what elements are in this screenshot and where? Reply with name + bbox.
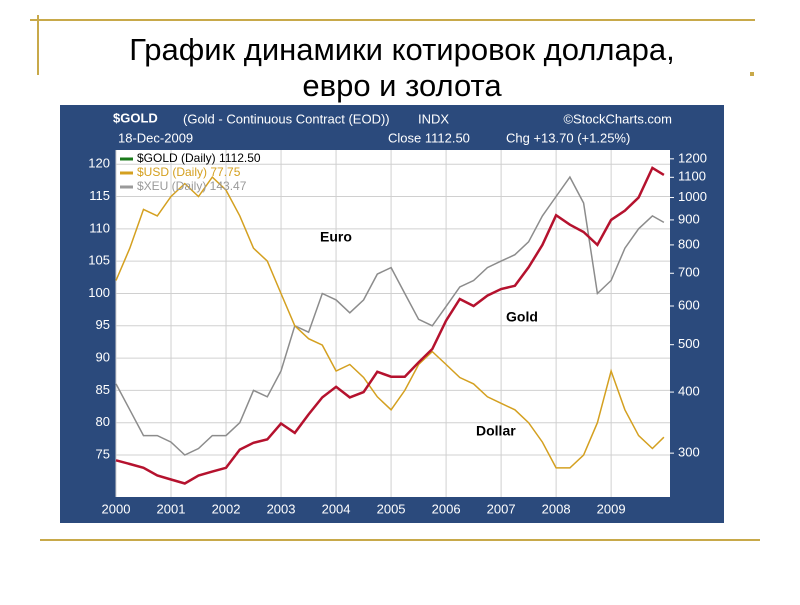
x-tick-label: 2005 (377, 501, 406, 516)
y2-tick-label: 600 (678, 297, 700, 312)
y2-tick-label: 300 (678, 445, 700, 460)
y-tick-label: 110 (89, 220, 110, 235)
x-tick-label: 2000 (102, 501, 131, 516)
legend-label: $GOLD (Daily) 1112.50 (137, 151, 261, 165)
symbol: $GOLD (113, 110, 158, 125)
x-tick-label: 2009 (597, 501, 626, 516)
y-tick-label: 95 (96, 317, 110, 332)
y2-tick-label: 700 (678, 265, 700, 280)
series-line (115, 166, 665, 485)
x-tick-label: 2004 (322, 501, 351, 516)
y-tick-label: 115 (89, 188, 110, 203)
x-tick-label: 2007 (487, 501, 516, 516)
x-tick-label: 2006 (432, 501, 461, 516)
x-tick-label: 2001 (157, 501, 186, 516)
annotation: Dollar (476, 423, 516, 439)
annotation: Euro (320, 229, 352, 245)
x-tick-label: 2008 (542, 501, 571, 516)
description: (Gold - Continuous Contract (EOD)) (183, 111, 390, 126)
y2-tick-label: 1200 (678, 150, 707, 165)
legend-label: $USD (Daily) 77.75 (137, 165, 241, 179)
source: ©StockCharts.com (563, 111, 672, 126)
annotation: Gold (506, 309, 538, 325)
y-tick-label: 90 (96, 350, 110, 365)
exchange: INDX (418, 111, 449, 126)
y-tick-label: 100 (88, 285, 110, 300)
y2-tick-label: 400 (678, 384, 700, 399)
series-line (115, 175, 665, 469)
y2-tick-label: 800 (678, 236, 700, 251)
legend-label: $XEU (Daily) 143.47 (137, 179, 247, 193)
change: Chg +13.70 (+1.25%) (506, 130, 630, 145)
frame-dot (750, 72, 754, 76)
y-tick-label: 75 (96, 446, 110, 461)
slide-title: График динамики котировок доллара, (129, 32, 675, 67)
y-tick-label: 80 (96, 414, 110, 429)
x-tick-label: 2003 (267, 501, 296, 516)
y2-tick-label: 900 (678, 211, 700, 226)
y-tick-label: 105 (88, 253, 110, 268)
y2-tick-label: 1100 (678, 169, 706, 184)
series-line (115, 175, 665, 456)
y-tick-label: 120 (88, 156, 110, 171)
y2-tick-label: 500 (678, 336, 700, 351)
y2-tick-label: 1000 (678, 189, 707, 204)
plot-area (116, 150, 670, 497)
date: 18-Dec-2009 (118, 130, 193, 145)
x-tick-label: 2002 (212, 501, 241, 516)
y-tick-label: 85 (96, 382, 110, 397)
slide-title: евро и золота (302, 68, 502, 103)
close: Close 1112.50 (388, 130, 470, 145)
